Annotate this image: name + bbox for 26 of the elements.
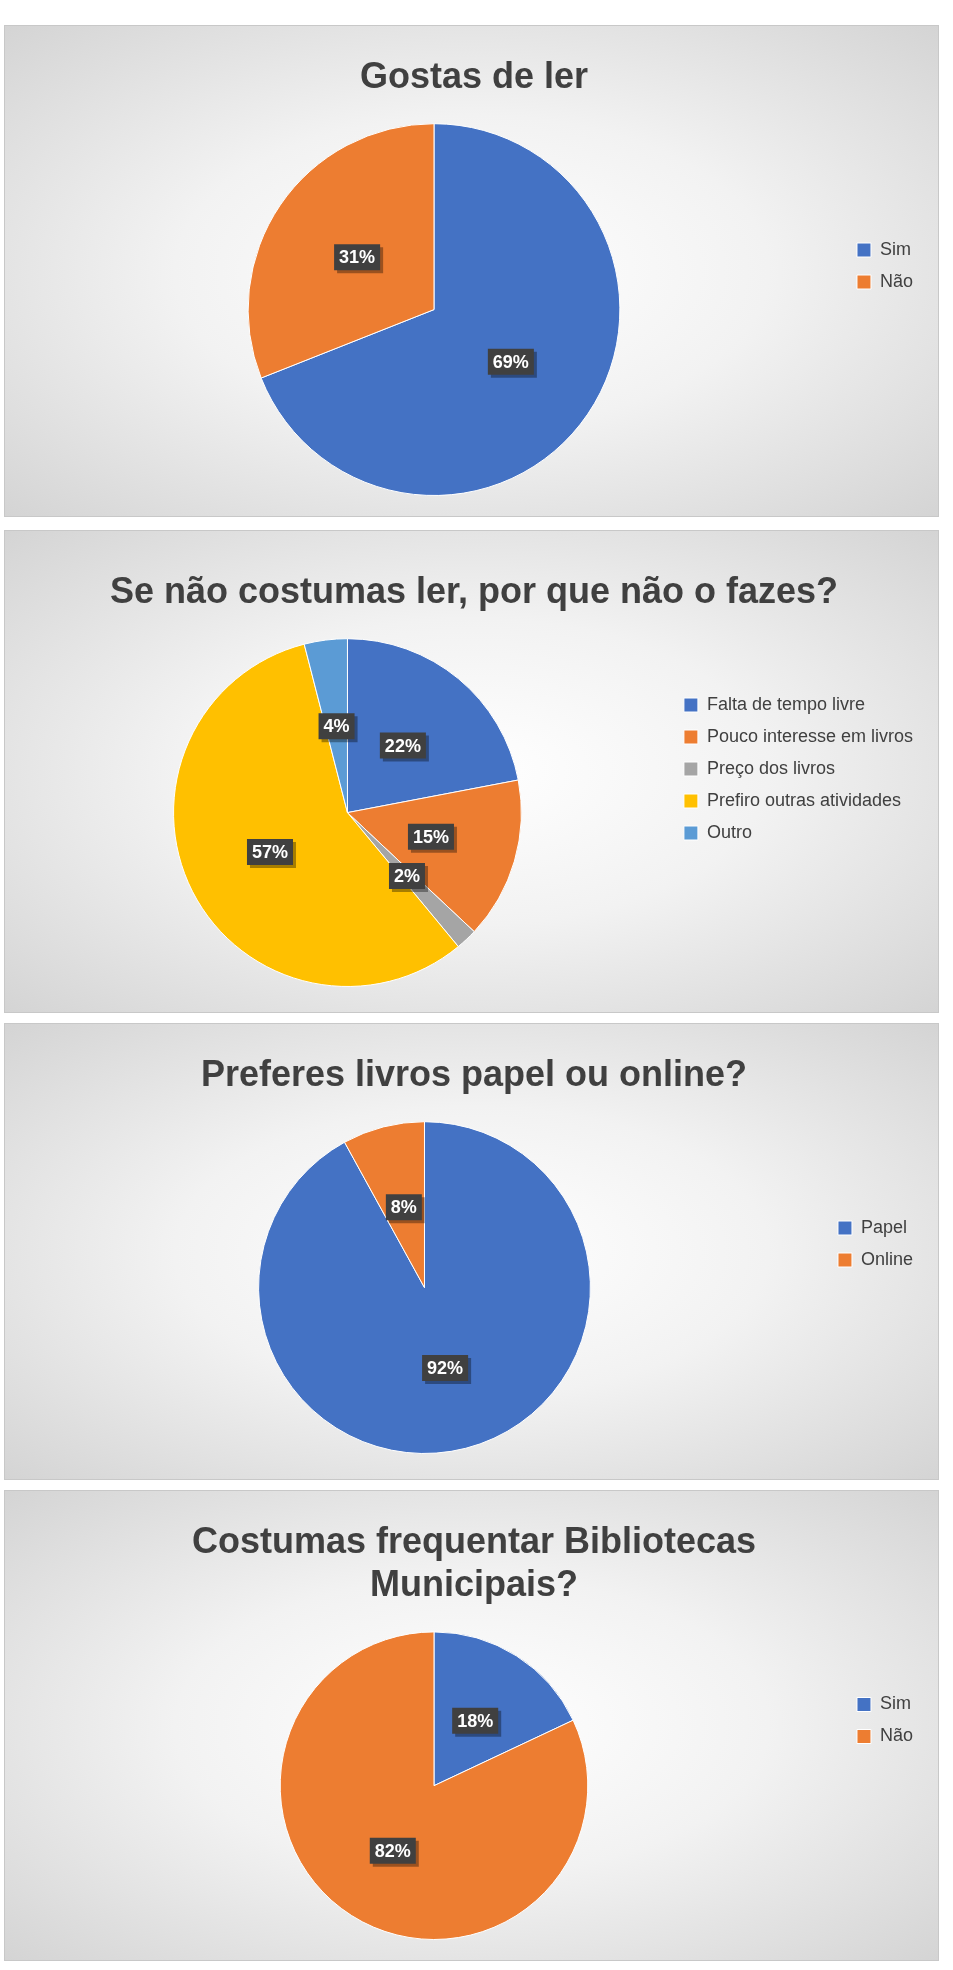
data-label: 4%	[323, 716, 350, 737]
legend-label: Online	[860, 1248, 913, 1269]
chart-title: Costumas frequentar Bibliotecas Municipais?	[191, 1519, 757, 1604]
data-label: 15%	[412, 826, 449, 847]
data-label: 57%	[251, 842, 288, 863]
legend-label: Sim	[879, 238, 911, 259]
legend-label: Sim	[879, 1693, 911, 1714]
legend-label: Pouco interesse em livros	[706, 725, 914, 746]
legend-label: Falta de tempo livre	[706, 693, 865, 714]
legend-label: Prefiro outras atividades	[706, 789, 902, 810]
chart-title: Se não costumas ler, por que não o fazes?	[109, 569, 839, 611]
chart-title: Preferes livros papel ou online?	[200, 1052, 748, 1094]
data-label: 22%	[384, 735, 421, 756]
data-label: 2%	[393, 865, 420, 886]
data-label: 92%	[427, 1357, 464, 1378]
data-label: 69%	[492, 351, 529, 372]
data-label: 31%	[339, 247, 376, 268]
chart-title: Gostas de ler	[359, 54, 589, 96]
legend-label: Não	[879, 1725, 914, 1746]
legend-label: Papel	[860, 1216, 908, 1237]
legend-label: Não	[879, 270, 914, 291]
data-label: 18%	[457, 1710, 494, 1731]
data-label: 8%	[390, 1197, 417, 1218]
data-label: 82%	[374, 1840, 411, 1861]
legend-label: Outro	[706, 821, 752, 842]
legend-label: Preço dos livros	[706, 757, 835, 778]
